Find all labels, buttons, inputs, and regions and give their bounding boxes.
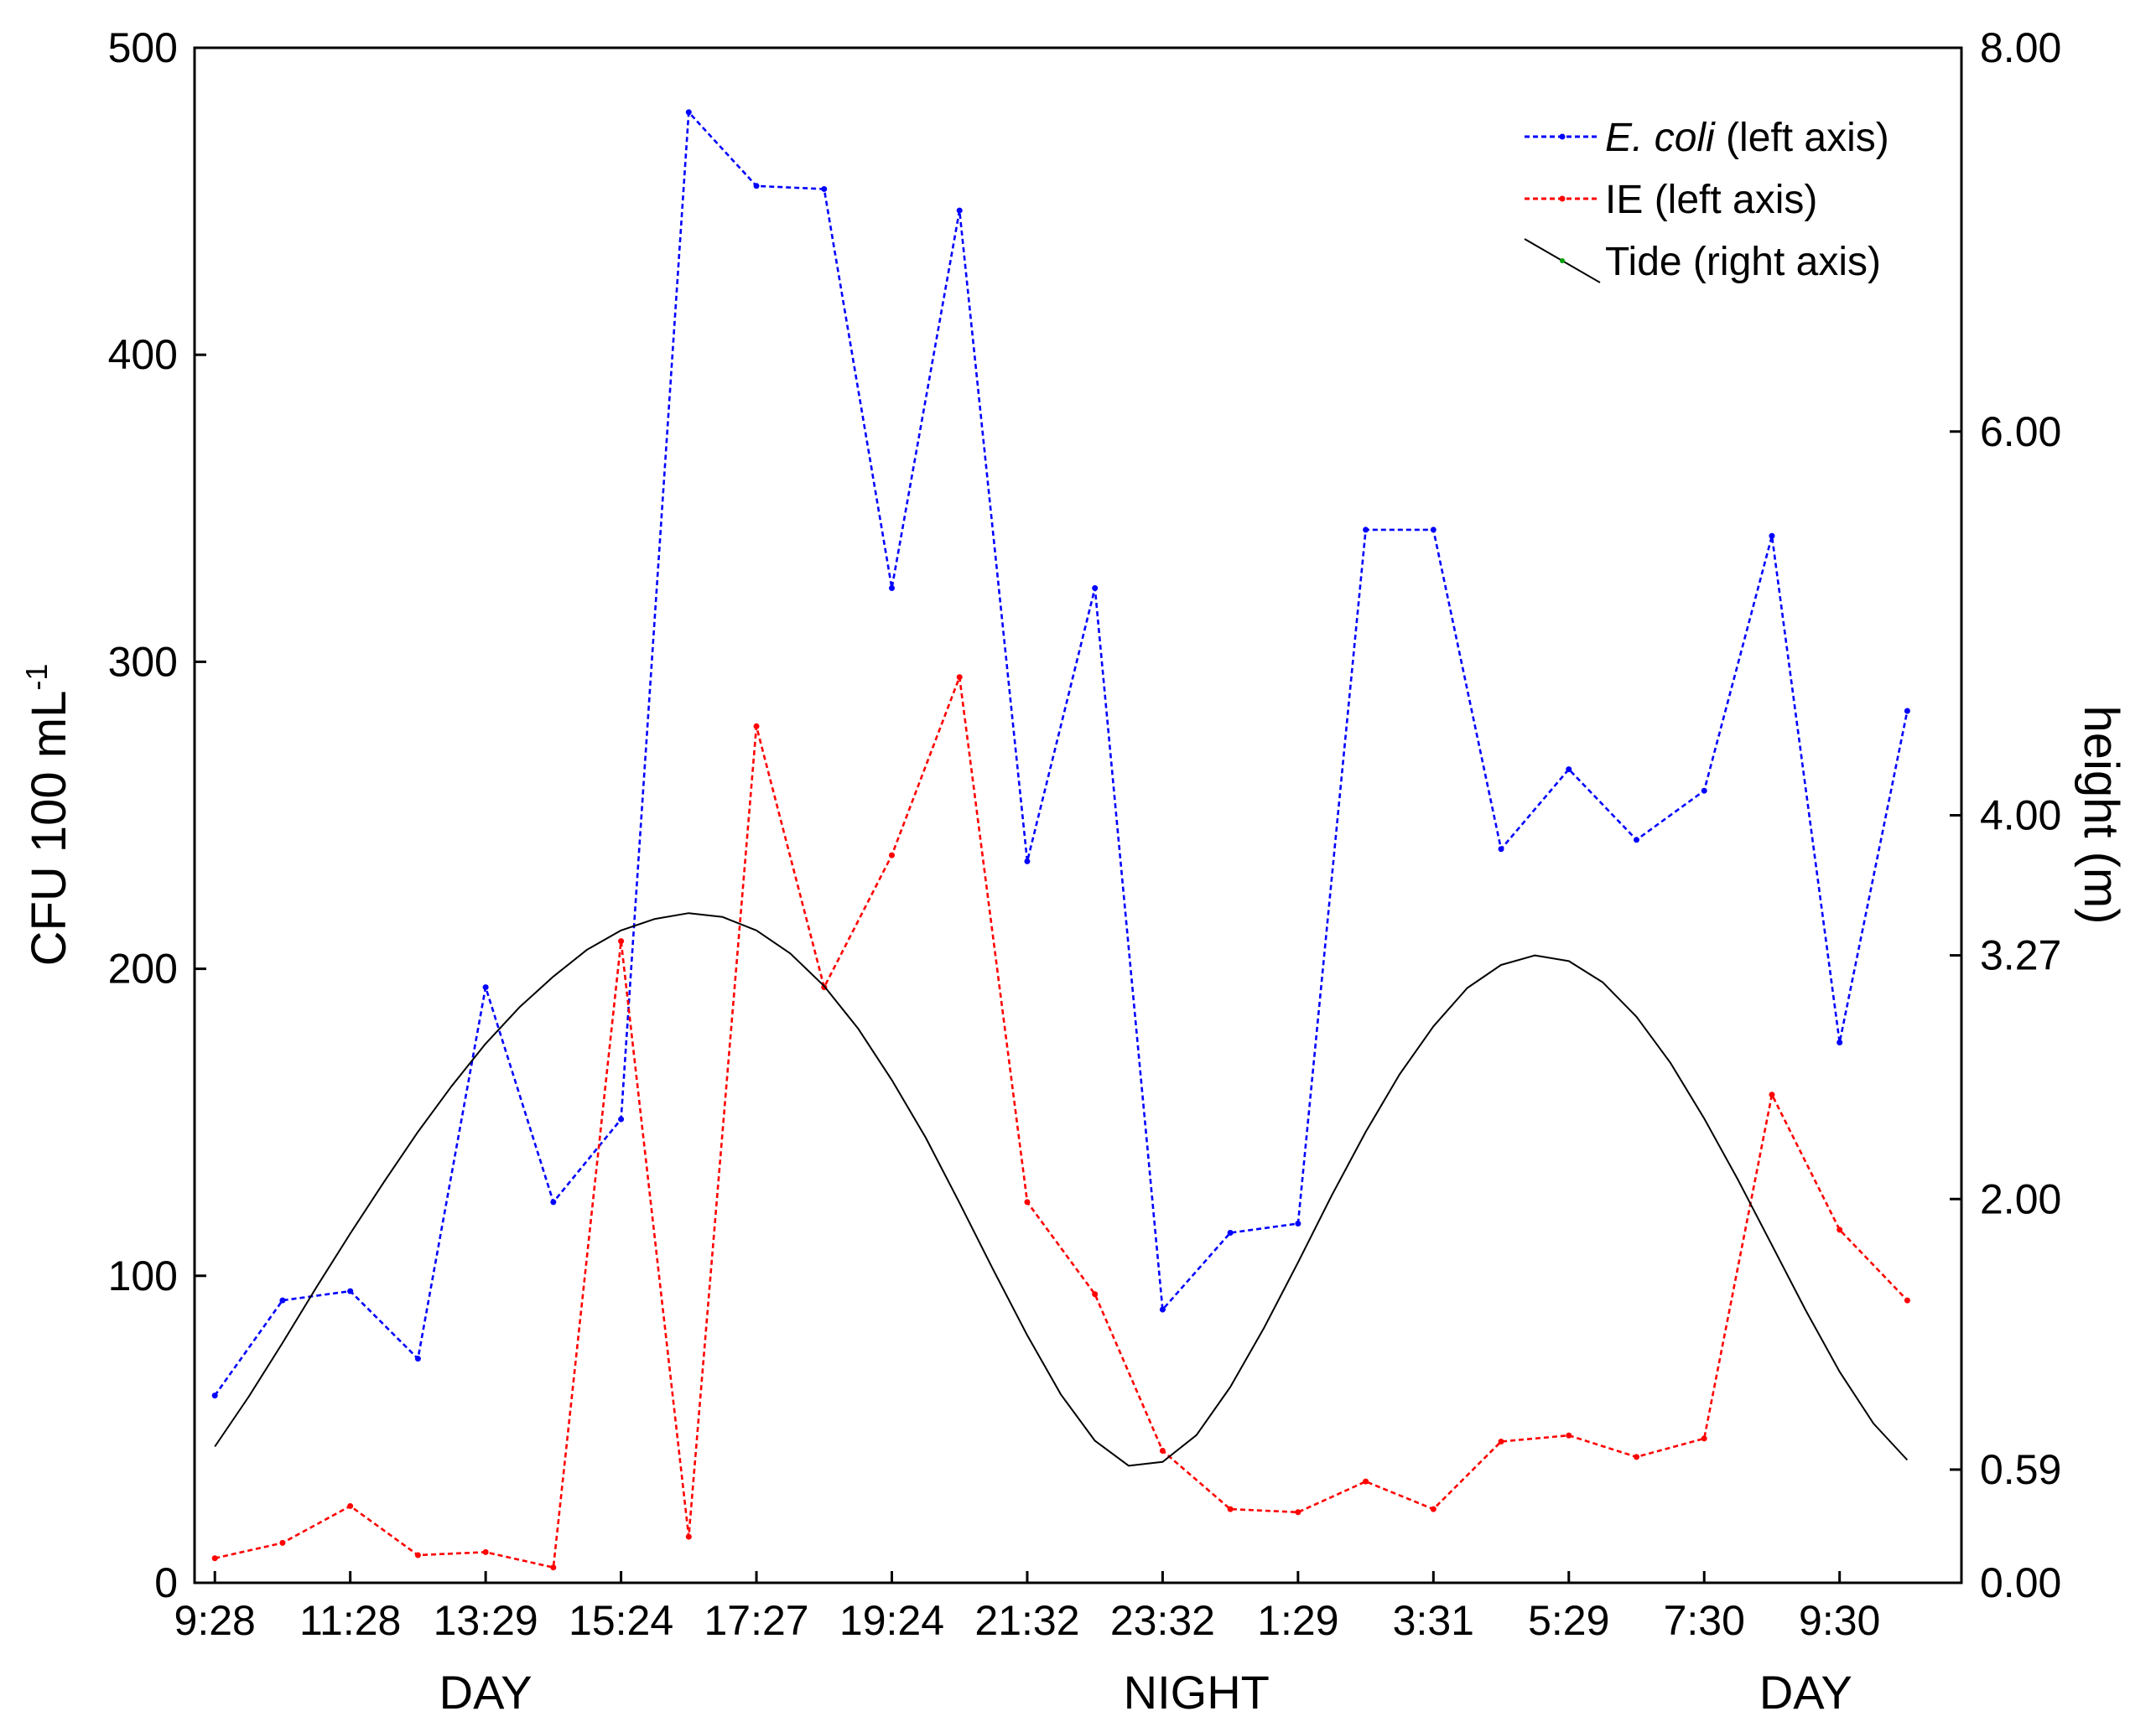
series-point <box>1836 1039 1843 1045</box>
y-right-tick-label: 0.59 <box>1980 1446 2061 1493</box>
series-point <box>1566 766 1572 773</box>
x-tick-label: 1:29 <box>1257 1597 1338 1644</box>
y-right-tick-label: 0.00 <box>1980 1559 2061 1606</box>
legend-swatch-marker <box>1560 258 1565 263</box>
series-point <box>956 207 963 214</box>
series-point <box>1769 1092 1775 1098</box>
series-point <box>618 1116 625 1123</box>
x-tick-label: 3:31 <box>1393 1597 1474 1644</box>
period-label: NIGHT <box>1124 1666 1270 1719</box>
y-right-tick-label: 4.00 <box>1980 792 2061 839</box>
y-right-tick-label: 3.27 <box>1980 932 2061 979</box>
series-point <box>1363 526 1369 533</box>
series-point <box>1159 1306 1166 1313</box>
series-point <box>1769 532 1775 539</box>
series-layer <box>211 109 1910 1571</box>
series-point <box>1634 837 1640 843</box>
x-tick-label: 9:30 <box>1799 1597 1880 1644</box>
x-tick-label: 19:24 <box>839 1597 944 1644</box>
series-point <box>888 852 895 858</box>
series-point <box>211 1555 218 1562</box>
series-point <box>888 585 895 592</box>
series-point <box>347 1288 354 1294</box>
series-point <box>279 1539 286 1546</box>
period-label: DAY <box>1759 1666 1852 1719</box>
series-point <box>1566 1432 1572 1439</box>
y-left-tick-label: 100 <box>108 1252 178 1299</box>
series-point <box>1701 1435 1707 1442</box>
y-right-tick-label: 6.00 <box>1980 408 2061 455</box>
series-point <box>685 1533 692 1540</box>
series-point <box>1634 1454 1640 1460</box>
series-point <box>1227 1506 1234 1512</box>
x-tick-label: 15:24 <box>569 1597 673 1644</box>
legend-swatch-marker <box>1559 195 1566 202</box>
series-point <box>618 938 625 945</box>
y-left-tick-label: 400 <box>108 331 178 378</box>
legend-label-text: Tide (right axis) <box>1605 240 1881 284</box>
series-line-ie <box>214 676 1909 1569</box>
series-point <box>753 183 760 189</box>
legend: E. coli (left axis) IE (left axis) Tide (r… <box>1524 116 1889 284</box>
series-point <box>347 1502 354 1509</box>
x-tick-label: 21:32 <box>974 1597 1079 1644</box>
legend-label-text: IE (left axis) <box>1605 178 1817 222</box>
y-left-tick-label: 300 <box>108 638 178 685</box>
series-point <box>1295 1509 1301 1516</box>
series-point <box>753 723 760 729</box>
series-point <box>1092 1291 1099 1298</box>
x-tick-label: 23:32 <box>1110 1597 1215 1644</box>
period-label: DAY <box>439 1666 533 1719</box>
y-right-tick-label: 2.00 <box>1980 1175 2061 1222</box>
series-point <box>211 1392 218 1399</box>
series-point <box>956 674 963 681</box>
series-point <box>414 1552 421 1558</box>
legend-label: Tide (right axis) <box>1605 240 1881 284</box>
series-point <box>1904 1297 1910 1304</box>
series-point <box>1430 526 1436 533</box>
series-point <box>482 984 489 991</box>
series-point <box>550 1199 557 1206</box>
series-point <box>1363 1478 1369 1485</box>
y-left-tick-label: 0 <box>154 1559 178 1606</box>
legend-swatch-marker <box>1559 133 1566 140</box>
legend-label: IE (left axis) <box>1605 178 1817 222</box>
series-point <box>414 1356 421 1362</box>
series-line-e-coli <box>214 111 1909 1397</box>
series-point <box>1904 708 1910 714</box>
series-point <box>1159 1448 1166 1455</box>
x-tick-label: 17:27 <box>704 1597 808 1644</box>
y-right-tick-label: 8.00 <box>1980 24 2061 71</box>
y-left-tick-label: 200 <box>108 946 178 993</box>
legend-label-text: (left axis) <box>1715 116 1889 160</box>
ticks-layer: 0 100 200 300 400 500 0.00 0.59 2.00 3.27 4.00 6.00… <box>108 24 2062 1719</box>
series-point <box>1701 787 1707 794</box>
y-right-axis-title: height (m) <box>2074 705 2128 924</box>
x-tick-label: 5:29 <box>1528 1597 1609 1644</box>
series-point <box>1498 846 1504 853</box>
series-point <box>482 1548 489 1555</box>
series-point <box>1024 858 1031 864</box>
legend-label-italic: E. coli <box>1605 116 1716 160</box>
x-tick-label: 13:29 <box>434 1597 538 1644</box>
series-point <box>1227 1230 1234 1237</box>
series-line-tide <box>214 912 1909 1467</box>
x-tick-label: 11:28 <box>299 1597 401 1644</box>
series-point <box>1295 1221 1301 1227</box>
x-tick-label: 9:28 <box>174 1597 256 1644</box>
legend-label: E. coli (left axis) <box>1605 116 1889 160</box>
x-tick-label: 7:30 <box>1664 1597 1745 1644</box>
series-point <box>1836 1227 1843 1233</box>
series-point <box>1430 1506 1436 1512</box>
series-point <box>1024 1199 1031 1206</box>
series-point <box>1092 585 1099 592</box>
y-left-tick-label: 500 <box>108 24 178 71</box>
series-point <box>550 1564 557 1571</box>
series-point <box>1498 1439 1504 1445</box>
y-left-axis-title: CFU 100 mL-1 <box>19 664 76 967</box>
series-point <box>685 109 692 116</box>
series-point <box>821 185 828 192</box>
series-point <box>279 1297 286 1304</box>
